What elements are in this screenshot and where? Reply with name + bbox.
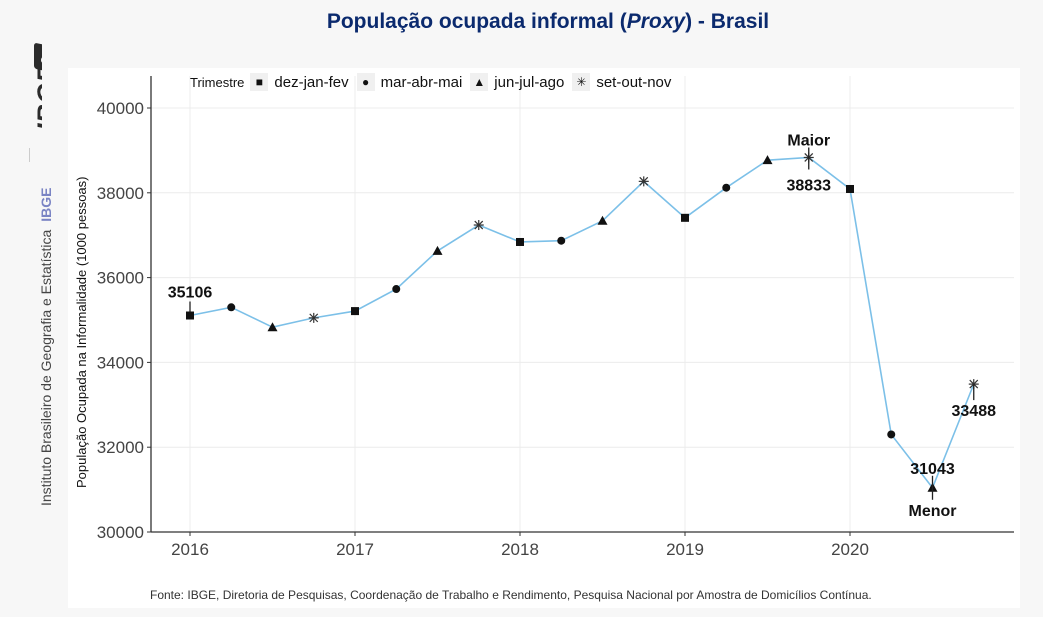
- legend-entry-jun-jul-ago: jun-jul-ago: [494, 73, 565, 91]
- data-point-circle: [557, 236, 566, 245]
- axes: [147, 76, 1014, 536]
- data-point-square: [846, 184, 854, 193]
- series-line: [189, 156, 975, 490]
- data-point-circle: [722, 183, 731, 192]
- data-point-circle: [227, 303, 236, 312]
- sidebar: IBGE Instituto Brasileiro de Geografia e…: [0, 0, 60, 617]
- annotation-value: 33488: [952, 403, 997, 420]
- y-tick-label: 30000: [97, 523, 144, 542]
- chart-title: População ocupada informal (Proxy) - Bra…: [0, 10, 1043, 34]
- data-point-asterisk: [308, 312, 319, 323]
- data-point-square: [351, 307, 359, 316]
- legend: Trimestre ■ dez-jan-fev ● mar-abr-mai ▲ …: [190, 72, 679, 92]
- data-point-triangle: [432, 245, 443, 255]
- tick-labels: 30000 32000 34000 36000 38000 40000 2016 2017 20…: [97, 99, 869, 559]
- y-tick-label: 32000: [97, 438, 144, 457]
- annotation-word: Maior: [787, 132, 830, 149]
- x-tick-label: 2018: [501, 540, 539, 559]
- legend-entry-dez-jan-fev: dez-jan-fev: [274, 73, 349, 91]
- y-tick-label: 38000: [97, 184, 144, 203]
- data-point-asterisk: [473, 220, 484, 231]
- data-point-triangle: [762, 155, 773, 165]
- title-italic: Proxy: [626, 10, 686, 33]
- series-markers: [186, 152, 979, 492]
- legend-square-icon: ■: [250, 73, 269, 91]
- annotation-word: Menor: [909, 503, 957, 520]
- legend-entry-mar-abr-mai: mar-abr-mai: [380, 73, 463, 91]
- x-tick-label: 2016: [171, 540, 209, 559]
- data-point-square: [516, 237, 524, 246]
- annotation-value: 38833: [787, 177, 832, 194]
- annotations: 35106 Maior 38833 31043 Menor 33488: [168, 132, 996, 519]
- grid-lines: [151, 76, 1014, 533]
- series-line-path: [189, 156, 975, 490]
- x-tick-label: 2020: [831, 540, 869, 559]
- legend-triangle-icon: ▲: [470, 73, 489, 91]
- data-point-square: [681, 213, 689, 222]
- chart-panel: [68, 68, 1020, 608]
- x-tick-label: 2017: [336, 540, 374, 559]
- title-part-1: População ocupada informal (: [326, 10, 627, 33]
- y-axis-label: População Ocupada na Informalidade (1000…: [74, 176, 89, 489]
- data-point-circle: [887, 430, 896, 439]
- legend-asterisk-icon: ✳: [572, 73, 591, 91]
- legend-entry-set-out-nov: set-out-nov: [596, 73, 672, 91]
- data-point-asterisk: [638, 176, 649, 187]
- y-tick-label: 34000: [97, 353, 144, 372]
- annotation-value: 35106: [168, 285, 213, 302]
- y-tick-label: 40000: [97, 99, 144, 118]
- data-point-triangle: [597, 215, 608, 225]
- source-note: Fonte: IBGE, Diretoria de Pesquisas, Coo…: [150, 588, 872, 602]
- data-point-circle: [392, 285, 401, 294]
- title-part-2: ) - Brasil: [685, 10, 770, 33]
- sidebar-divider: [29, 148, 30, 162]
- ibge-logo-text: IBGE: [32, 64, 42, 131]
- legend-circle-icon: ●: [356, 73, 375, 91]
- ibge-logo: IBGE: [32, 43, 42, 131]
- x-tick-label: 2019: [666, 540, 704, 559]
- data-point-square: [186, 311, 194, 320]
- legend-title: Trimestre: [190, 74, 245, 90]
- data-point-triangle: [267, 322, 278, 332]
- y-tick-label: 36000: [97, 269, 144, 288]
- annotation-value: 31043: [910, 461, 955, 478]
